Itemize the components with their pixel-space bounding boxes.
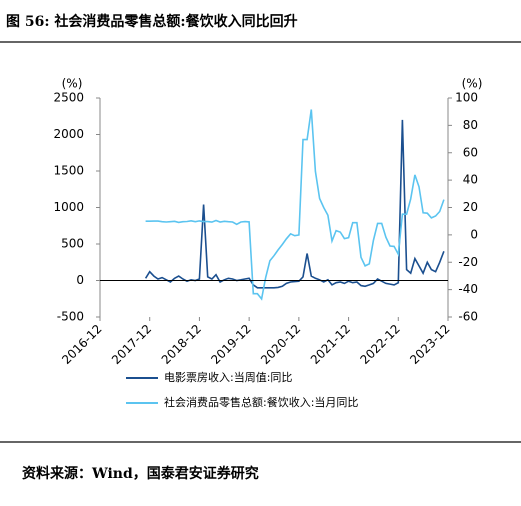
y-tick-label: 2000: [53, 127, 84, 141]
y2-unit: (%): [462, 77, 483, 91]
y2-tick-label: 0: [470, 227, 478, 241]
y-tick-label: 500: [61, 237, 84, 251]
series-line: [144, 119, 445, 289]
x-tick-label: 2023-12: [407, 322, 452, 367]
y-tick-label: 0: [76, 273, 84, 287]
y2-tick-label: 80: [463, 118, 478, 132]
chart-title: 图 56: 社会消费品零售总额:餐饮收入同比回升: [6, 13, 298, 30]
x-tick-label: 2019-12: [208, 322, 253, 367]
y2-tick-label: 40: [463, 173, 478, 187]
x-tick-label: 2020-12: [258, 322, 303, 367]
y-tick-label: 1000: [53, 200, 84, 214]
y-tick-label: 2500: [53, 91, 84, 105]
y-tick-label: 1500: [53, 164, 84, 178]
y2-tick-label: -60: [458, 310, 478, 324]
y-tick-label: -500: [57, 310, 84, 324]
source: 资料来源：Wind，国泰君安证券研究: [22, 465, 259, 482]
x-tick-label: 2021-12: [308, 322, 353, 367]
y2-tick-label: -20: [458, 255, 478, 269]
y2-tick-label: 100: [455, 91, 478, 105]
x-tick-label: 2018-12: [159, 322, 204, 367]
y2-tick-label: 60: [463, 145, 478, 159]
legend-label: 电影票房收入:当周值:同比: [164, 370, 292, 384]
series-line: [145, 109, 445, 301]
x-tick-label: 2022-12: [358, 322, 403, 367]
y-unit: (%): [62, 77, 83, 91]
legend-label: 社会消费品零售总额:餐饮收入:当月同比: [164, 395, 358, 409]
y2-tick-label: 20: [463, 200, 478, 214]
y2-tick-label: -40: [458, 282, 478, 296]
x-tick-label: 2017-12: [109, 322, 154, 367]
x-tick-label: 2016-12: [59, 322, 104, 367]
